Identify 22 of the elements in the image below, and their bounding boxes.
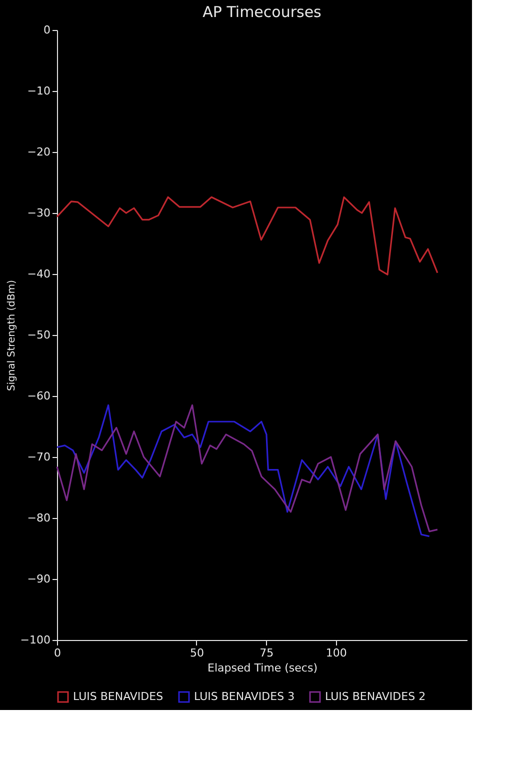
y-tick-label: −80 (27, 512, 50, 524)
x-axis-title: Elapsed Time (secs) (208, 662, 318, 674)
x-tick-label: 100 (326, 646, 347, 660)
legend-label: LUIS BENAVIDES 3 (194, 690, 295, 703)
y-tick-label: −10 (27, 84, 50, 98)
y-tick-label: −60 (27, 390, 50, 402)
x-tick-label: 75 (260, 646, 274, 660)
y-tick-label: −70 (27, 450, 50, 464)
x-tick-label: 50 (190, 646, 204, 660)
y-tick-label: −50 (27, 328, 50, 342)
y-tick-label: −30 (27, 206, 50, 220)
y-axis-title: Signal Strength (dBm) (6, 280, 18, 392)
chart-title: AP Timecourses (202, 3, 322, 21)
y-tick-label: −100 (20, 634, 50, 646)
legend-label: LUIS BENAVIDES (73, 690, 164, 703)
y-tick-label: −20 (27, 146, 50, 158)
x-tick-label: 0 (54, 646, 61, 660)
y-tick-label: 0 (44, 24, 50, 36)
line-series (56, 196, 438, 276)
y-tick-label: −90 (27, 572, 50, 586)
y-tick-label: −40 (27, 268, 50, 280)
legend-label: LUIS BENAVIDES 2 (325, 690, 426, 703)
